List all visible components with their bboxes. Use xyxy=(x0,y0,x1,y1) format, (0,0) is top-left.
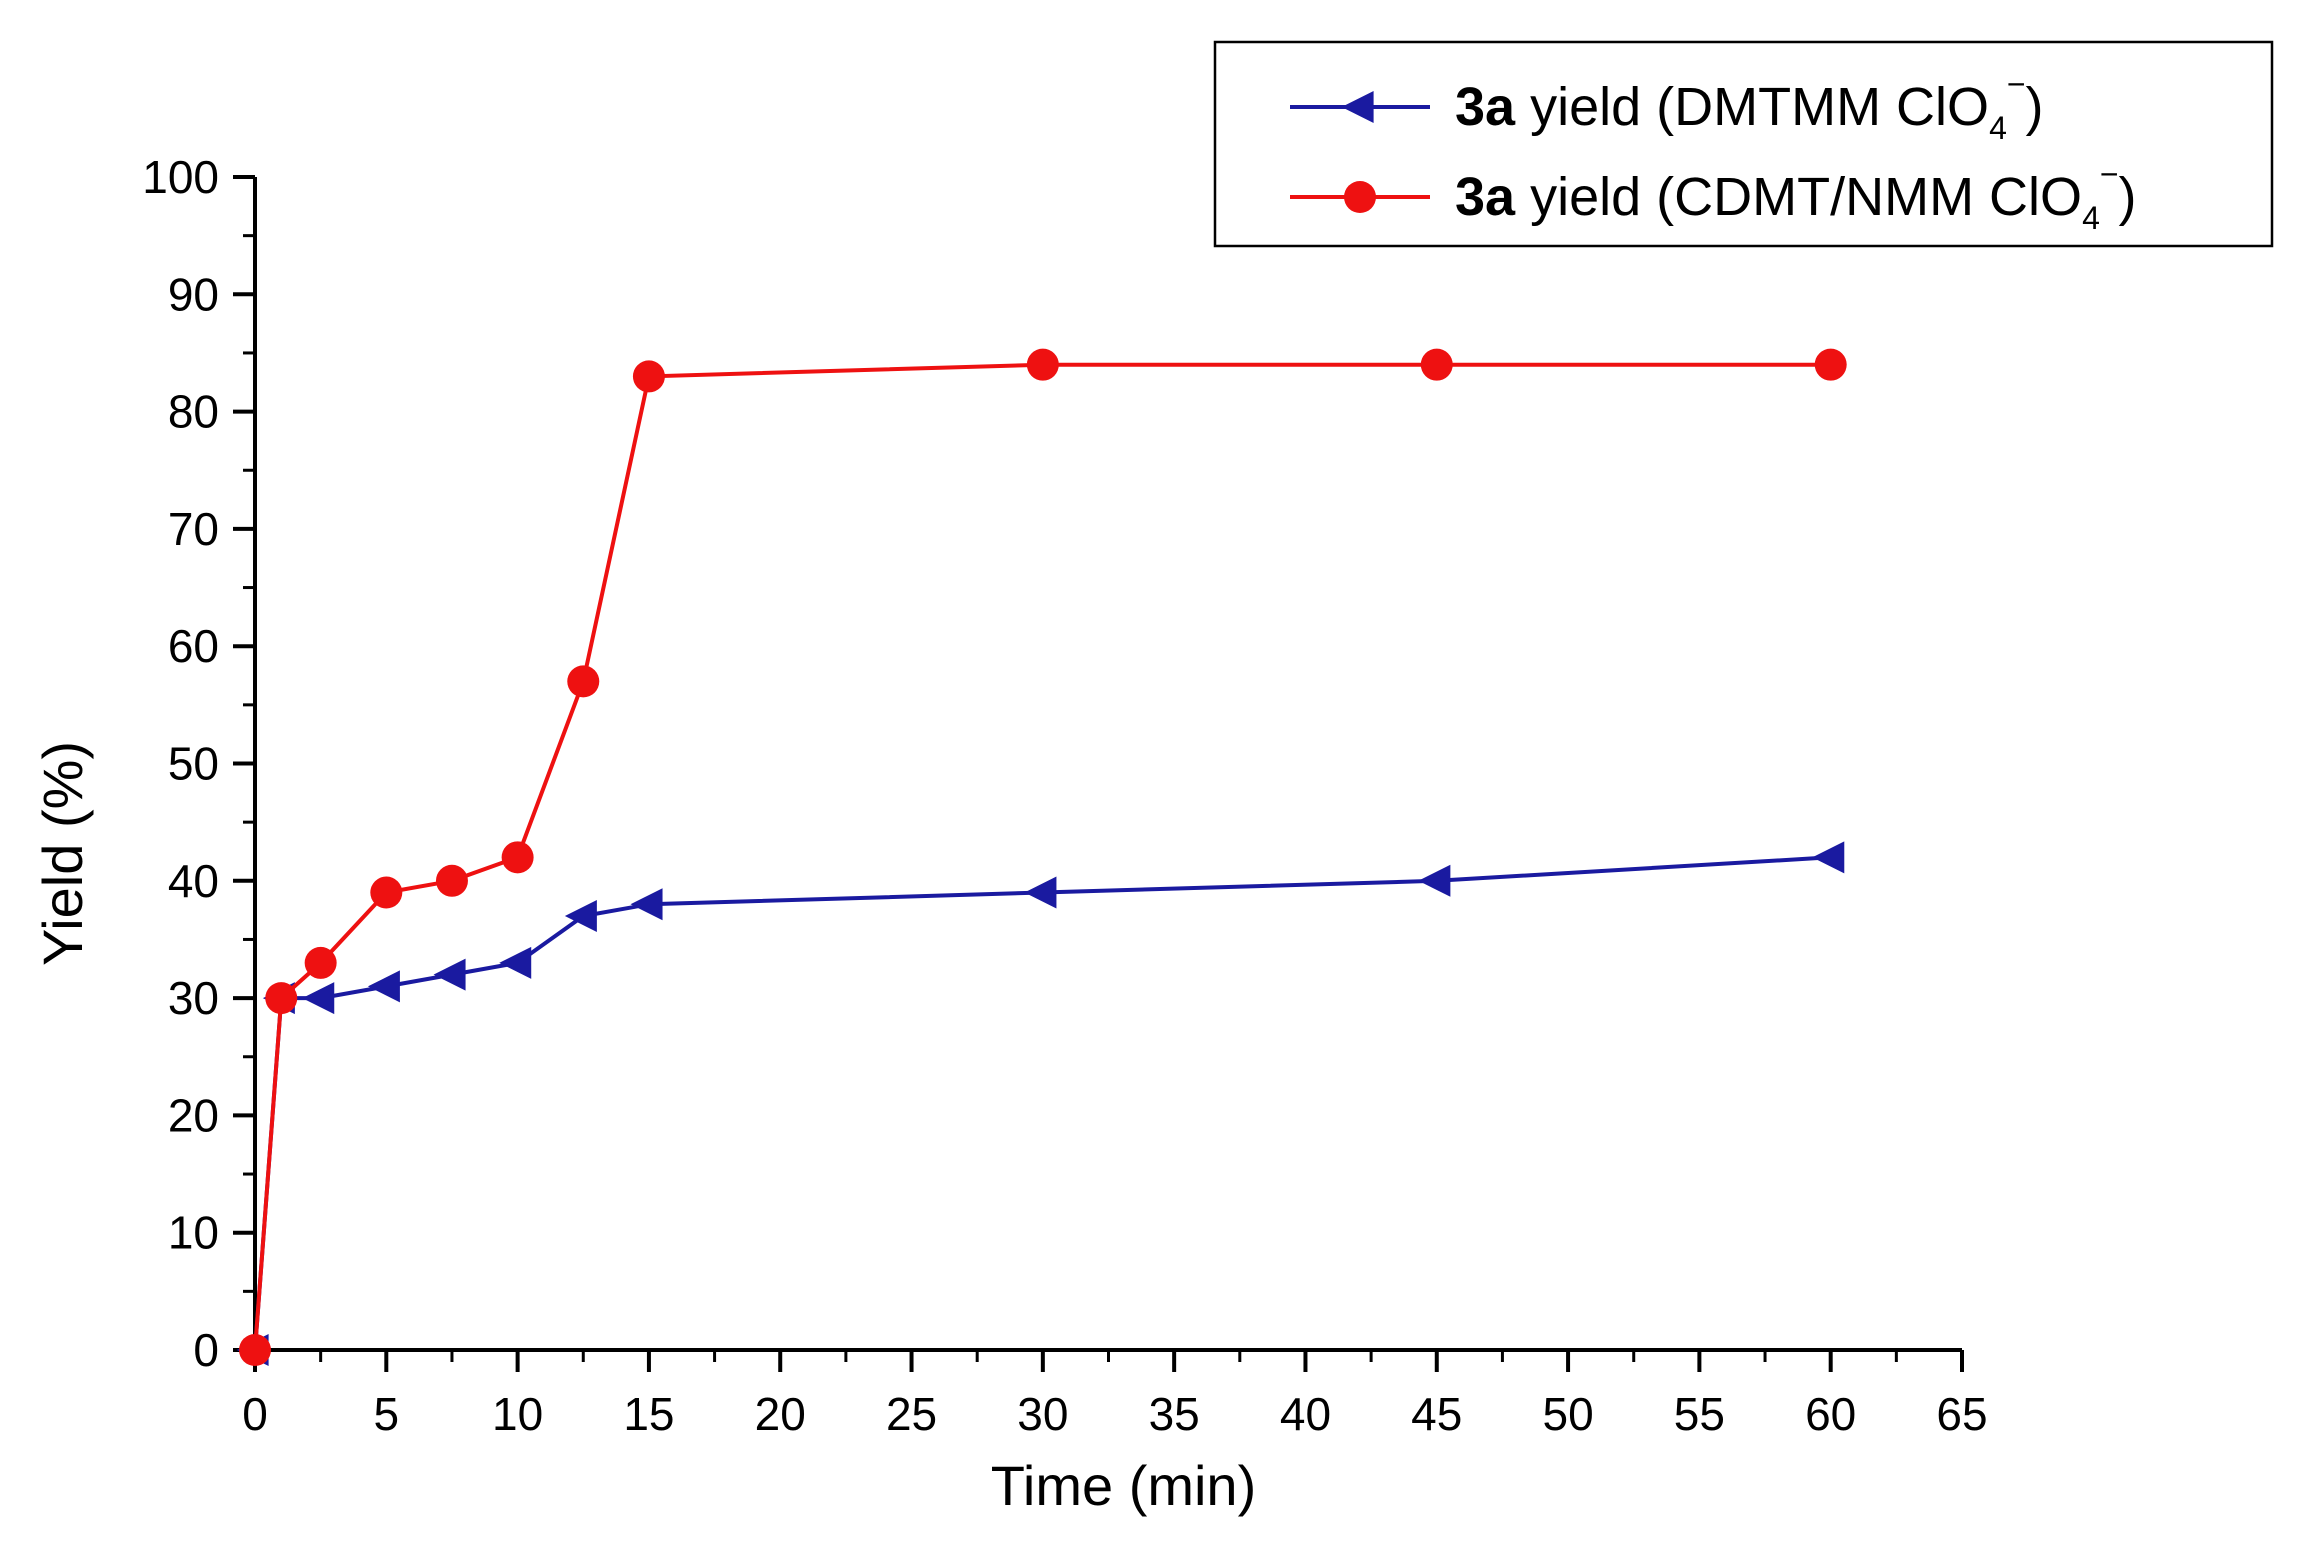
series-line xyxy=(253,362,1831,1351)
axes: 0 10 20 30 40 50 60 70 80 90 100 0 5 10 15 20 25 30 35 40 45… xyxy=(142,151,1987,1440)
legend-marker xyxy=(1341,91,1374,123)
series-line xyxy=(253,855,1831,1351)
legend-label-superscript: − xyxy=(2007,66,2026,102)
x-tick-label: 25 xyxy=(886,1388,937,1440)
y-axis-title: Yield (%) xyxy=(31,741,94,966)
data-point xyxy=(501,841,534,874)
legend-label-close: ) xyxy=(2026,77,2044,137)
x-tick-label: 45 xyxy=(1411,1388,1462,1440)
series-2 xyxy=(239,348,1847,1366)
legend-label-text: yield (CDMT/NMM ClO xyxy=(1515,167,2082,227)
legend-entry-2: 3a yield (CDMT/NMM ClO4−) xyxy=(1290,156,2137,236)
x-tick-label: 35 xyxy=(1149,1388,1200,1440)
y-tick-label: 90 xyxy=(168,268,219,320)
data-point xyxy=(1026,348,1059,381)
data-point xyxy=(1812,841,1845,874)
legend-entry-1: 3a yield (DMTMM ClO4−) xyxy=(1290,66,2044,146)
legend-label-bold: 3a xyxy=(1455,77,1516,137)
x-tick-label: 30 xyxy=(1017,1388,1068,1440)
series-1 xyxy=(236,841,1845,1366)
y-tick-label: 70 xyxy=(168,503,219,555)
x-axis-title: Time (min) xyxy=(991,1454,1256,1517)
legend: 3a yield (DMTMM ClO4−)3a yield (CDMT/NMM… xyxy=(1213,40,2274,248)
y-tick-label: 50 xyxy=(168,738,219,790)
legend-marker xyxy=(1344,181,1376,213)
x-tick-label: 60 xyxy=(1805,1388,1856,1440)
x-tick-label: 10 xyxy=(492,1388,543,1440)
y-tick-label: 40 xyxy=(168,855,219,907)
legend-label-close: ) xyxy=(2119,167,2137,227)
legend-label-text: yield (DMTMM ClO xyxy=(1515,77,1989,137)
data-point xyxy=(304,946,337,979)
x-tick-label: 55 xyxy=(1674,1388,1725,1440)
data-point xyxy=(499,946,532,979)
x-tick-label: 15 xyxy=(623,1388,674,1440)
data-point xyxy=(564,899,597,932)
legend-label: 3a yield (DMTMM ClO4−) xyxy=(1455,66,2044,146)
data-point xyxy=(632,360,665,393)
legend-label-subscript: 4 xyxy=(2082,200,2100,236)
y-tick-label: 80 xyxy=(168,386,219,438)
y-tick-label: 60 xyxy=(168,620,219,672)
data-point xyxy=(367,970,400,1003)
legend-label-subscript: 4 xyxy=(1989,110,2007,146)
data-point xyxy=(1420,348,1453,381)
data-point xyxy=(1814,348,1847,381)
y-tick-label: 100 xyxy=(142,151,219,203)
data-point xyxy=(239,1334,271,1366)
x-tick-label: 0 xyxy=(242,1388,268,1440)
x-tick-label: 50 xyxy=(1542,1388,1593,1440)
y-tick-label: 0 xyxy=(193,1324,219,1376)
data-point xyxy=(1418,864,1451,897)
x-tick-label: 40 xyxy=(1280,1388,1331,1440)
legend-label: 3a yield (CDMT/NMM ClO4−) xyxy=(1455,156,2137,236)
series-layer xyxy=(236,348,1847,1366)
data-point xyxy=(630,888,663,921)
data-point xyxy=(302,982,335,1015)
legend-label-bold: 3a xyxy=(1455,167,1516,227)
legend-box xyxy=(1213,40,2274,248)
data-point xyxy=(1024,876,1057,909)
x-tick-label: 20 xyxy=(755,1388,806,1440)
y-tick-label: 10 xyxy=(168,1207,219,1259)
x-tick-label: 65 xyxy=(1936,1388,1987,1440)
x-tick-label: 5 xyxy=(374,1388,400,1440)
y-tick-label: 20 xyxy=(168,1089,219,1141)
data-point xyxy=(265,982,298,1015)
data-point xyxy=(435,864,468,897)
y-tick-label: 30 xyxy=(168,972,219,1024)
data-point xyxy=(370,876,403,909)
data-point xyxy=(433,958,466,991)
data-point xyxy=(567,665,600,698)
legend-label-superscript: − xyxy=(2100,156,2119,192)
